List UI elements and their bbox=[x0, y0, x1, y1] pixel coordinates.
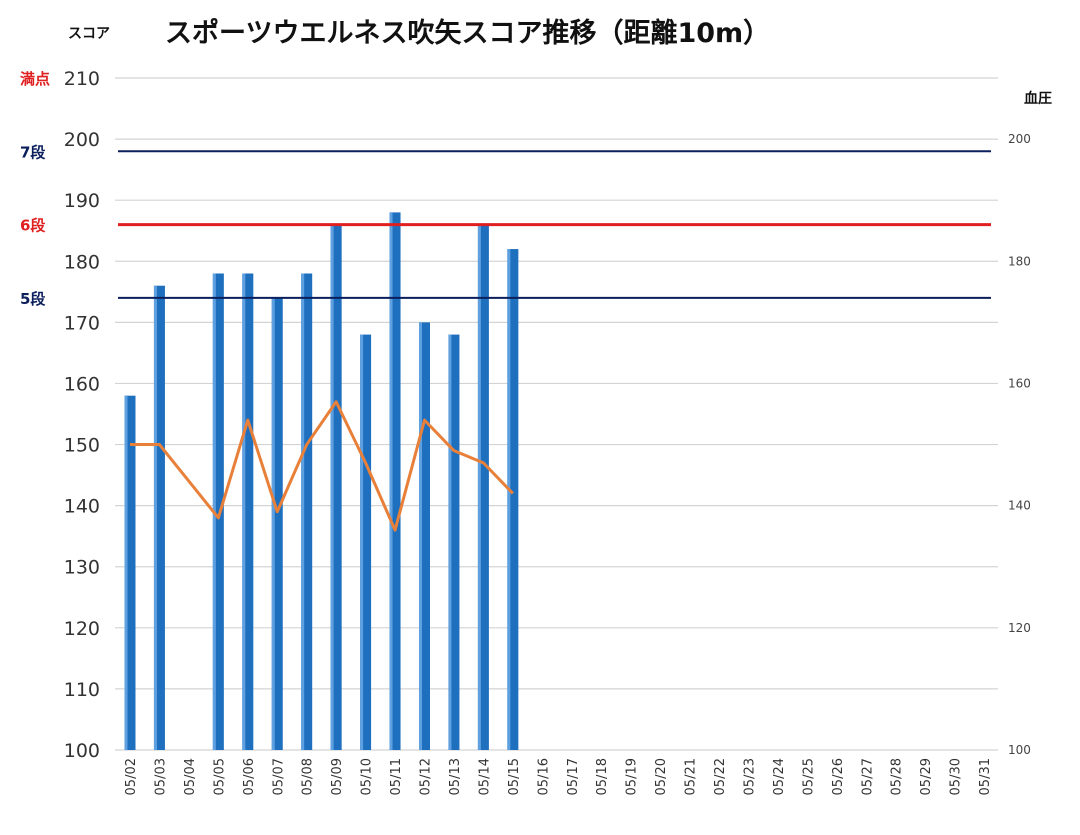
left-axis-ticks: 100 110 120 130 140 150 160 170 180 190 200 210 bbox=[64, 68, 100, 762]
right-axis-ticks: 100 120 140 160 180 200 bbox=[1008, 132, 1031, 757]
x-tick-label: 05/08 bbox=[301, 758, 316, 795]
x-tick-label: 05/10 bbox=[360, 758, 375, 795]
x-tick-label: 05/22 bbox=[713, 758, 728, 795]
score-bar-highlight bbox=[477, 224, 481, 751]
x-tick-label: 05/03 bbox=[153, 758, 168, 795]
score-bar bbox=[271, 297, 283, 750]
right-tick-label: 100 bbox=[1008, 743, 1031, 757]
score-bar-highlight bbox=[360, 334, 364, 750]
score-bars bbox=[124, 212, 519, 751]
x-tick-label: 05/25 bbox=[801, 758, 816, 795]
chart-title: スポーツウエルネス吹矢スコア推移（距離10m） bbox=[165, 17, 770, 49]
score-bar bbox=[124, 395, 136, 750]
score-bar-highlight bbox=[448, 334, 452, 750]
right-tick-label: 180 bbox=[1008, 254, 1031, 268]
right-tick-label: 120 bbox=[1008, 621, 1031, 635]
score-bar-highlight bbox=[242, 273, 246, 750]
score-bar bbox=[448, 334, 460, 750]
reference-label: 6段 bbox=[20, 217, 45, 235]
x-tick-label: 05/31 bbox=[978, 758, 993, 795]
left-tick-label: 140 bbox=[64, 496, 100, 518]
score-bar bbox=[153, 285, 165, 750]
x-tick-label: 05/11 bbox=[389, 758, 404, 795]
reference-label: 満点 bbox=[20, 70, 50, 88]
score-bar-highlight bbox=[301, 273, 305, 750]
reference-label: 7段 bbox=[20, 143, 45, 161]
left-tick-label: 150 bbox=[64, 435, 100, 457]
x-tick-label: 05/16 bbox=[536, 758, 551, 795]
score-bar bbox=[212, 273, 224, 750]
left-axis-title: スコア bbox=[68, 26, 110, 42]
blood-pressure-polyline bbox=[130, 400, 514, 532]
score-bar bbox=[389, 212, 401, 750]
reference-lines: 満点 7段 6段 5段 bbox=[20, 70, 991, 308]
score-bar-highlight bbox=[271, 297, 275, 750]
score-bar bbox=[301, 273, 313, 750]
left-tick-label: 190 bbox=[64, 190, 100, 212]
x-tick-label: 05/26 bbox=[831, 758, 846, 795]
score-bar-highlight bbox=[507, 249, 511, 750]
x-tick-label: 05/19 bbox=[625, 758, 640, 795]
score-bar-highlight bbox=[389, 212, 393, 750]
x-tick-label: 05/07 bbox=[271, 758, 286, 795]
x-tick-label: 05/14 bbox=[477, 758, 492, 795]
score-bar-highlight bbox=[124, 395, 128, 750]
left-tick-label: 160 bbox=[64, 373, 100, 395]
x-tick-label: 05/29 bbox=[919, 758, 934, 795]
left-tick-label: 120 bbox=[64, 618, 100, 640]
left-tick-label: 170 bbox=[64, 312, 100, 334]
x-tick-label: 05/12 bbox=[419, 758, 434, 795]
x-tick-label: 05/24 bbox=[772, 758, 787, 795]
x-tick-label: 05/15 bbox=[507, 758, 522, 795]
x-tick-label: 05/02 bbox=[124, 758, 139, 795]
right-tick-label: 140 bbox=[1008, 499, 1031, 513]
blood-pressure-line bbox=[130, 400, 514, 532]
x-tick-label: 05/13 bbox=[448, 758, 463, 795]
reference-label: 5段 bbox=[20, 290, 45, 308]
x-tick-label: 05/18 bbox=[595, 758, 610, 795]
left-tick-label: 110 bbox=[64, 679, 100, 701]
score-bar bbox=[507, 249, 519, 750]
x-tick-label: 05/06 bbox=[242, 758, 257, 795]
score-bar-highlight bbox=[153, 285, 157, 750]
left-tick-label: 200 bbox=[64, 129, 100, 151]
x-tick-label: 05/20 bbox=[654, 758, 669, 795]
score-bar bbox=[242, 273, 254, 750]
left-tick-label: 100 bbox=[64, 740, 100, 762]
score-bar-highlight bbox=[330, 224, 334, 751]
x-tick-label: 05/21 bbox=[684, 758, 699, 795]
x-tick-label: 05/04 bbox=[183, 758, 198, 795]
x-axis-ticks: 05/02 05/03 05/04 05/05 05/06 05/07 05/08 05/09… bbox=[124, 758, 993, 795]
x-tick-label: 05/30 bbox=[949, 758, 964, 795]
left-tick-label: 210 bbox=[64, 68, 100, 90]
x-tick-label: 05/27 bbox=[860, 758, 875, 795]
x-tick-label: 05/05 bbox=[212, 758, 227, 795]
x-tick-label: 05/28 bbox=[890, 758, 905, 795]
gridlines bbox=[115, 77, 998, 751]
score-bar bbox=[360, 334, 372, 750]
score-bar-highlight bbox=[419, 322, 422, 750]
left-tick-label: 130 bbox=[64, 557, 100, 579]
score-bar bbox=[477, 224, 489, 751]
x-tick-label: 05/09 bbox=[330, 758, 345, 795]
x-tick-label: 05/23 bbox=[742, 758, 757, 795]
score-bar bbox=[330, 224, 342, 751]
score-bar bbox=[419, 322, 430, 750]
x-tick-label: 05/17 bbox=[566, 758, 581, 795]
right-tick-label: 160 bbox=[1008, 376, 1031, 390]
right-tick-label: 200 bbox=[1008, 132, 1031, 146]
right-axis-title: 血圧 bbox=[1024, 90, 1052, 107]
left-tick-label: 180 bbox=[64, 251, 100, 273]
